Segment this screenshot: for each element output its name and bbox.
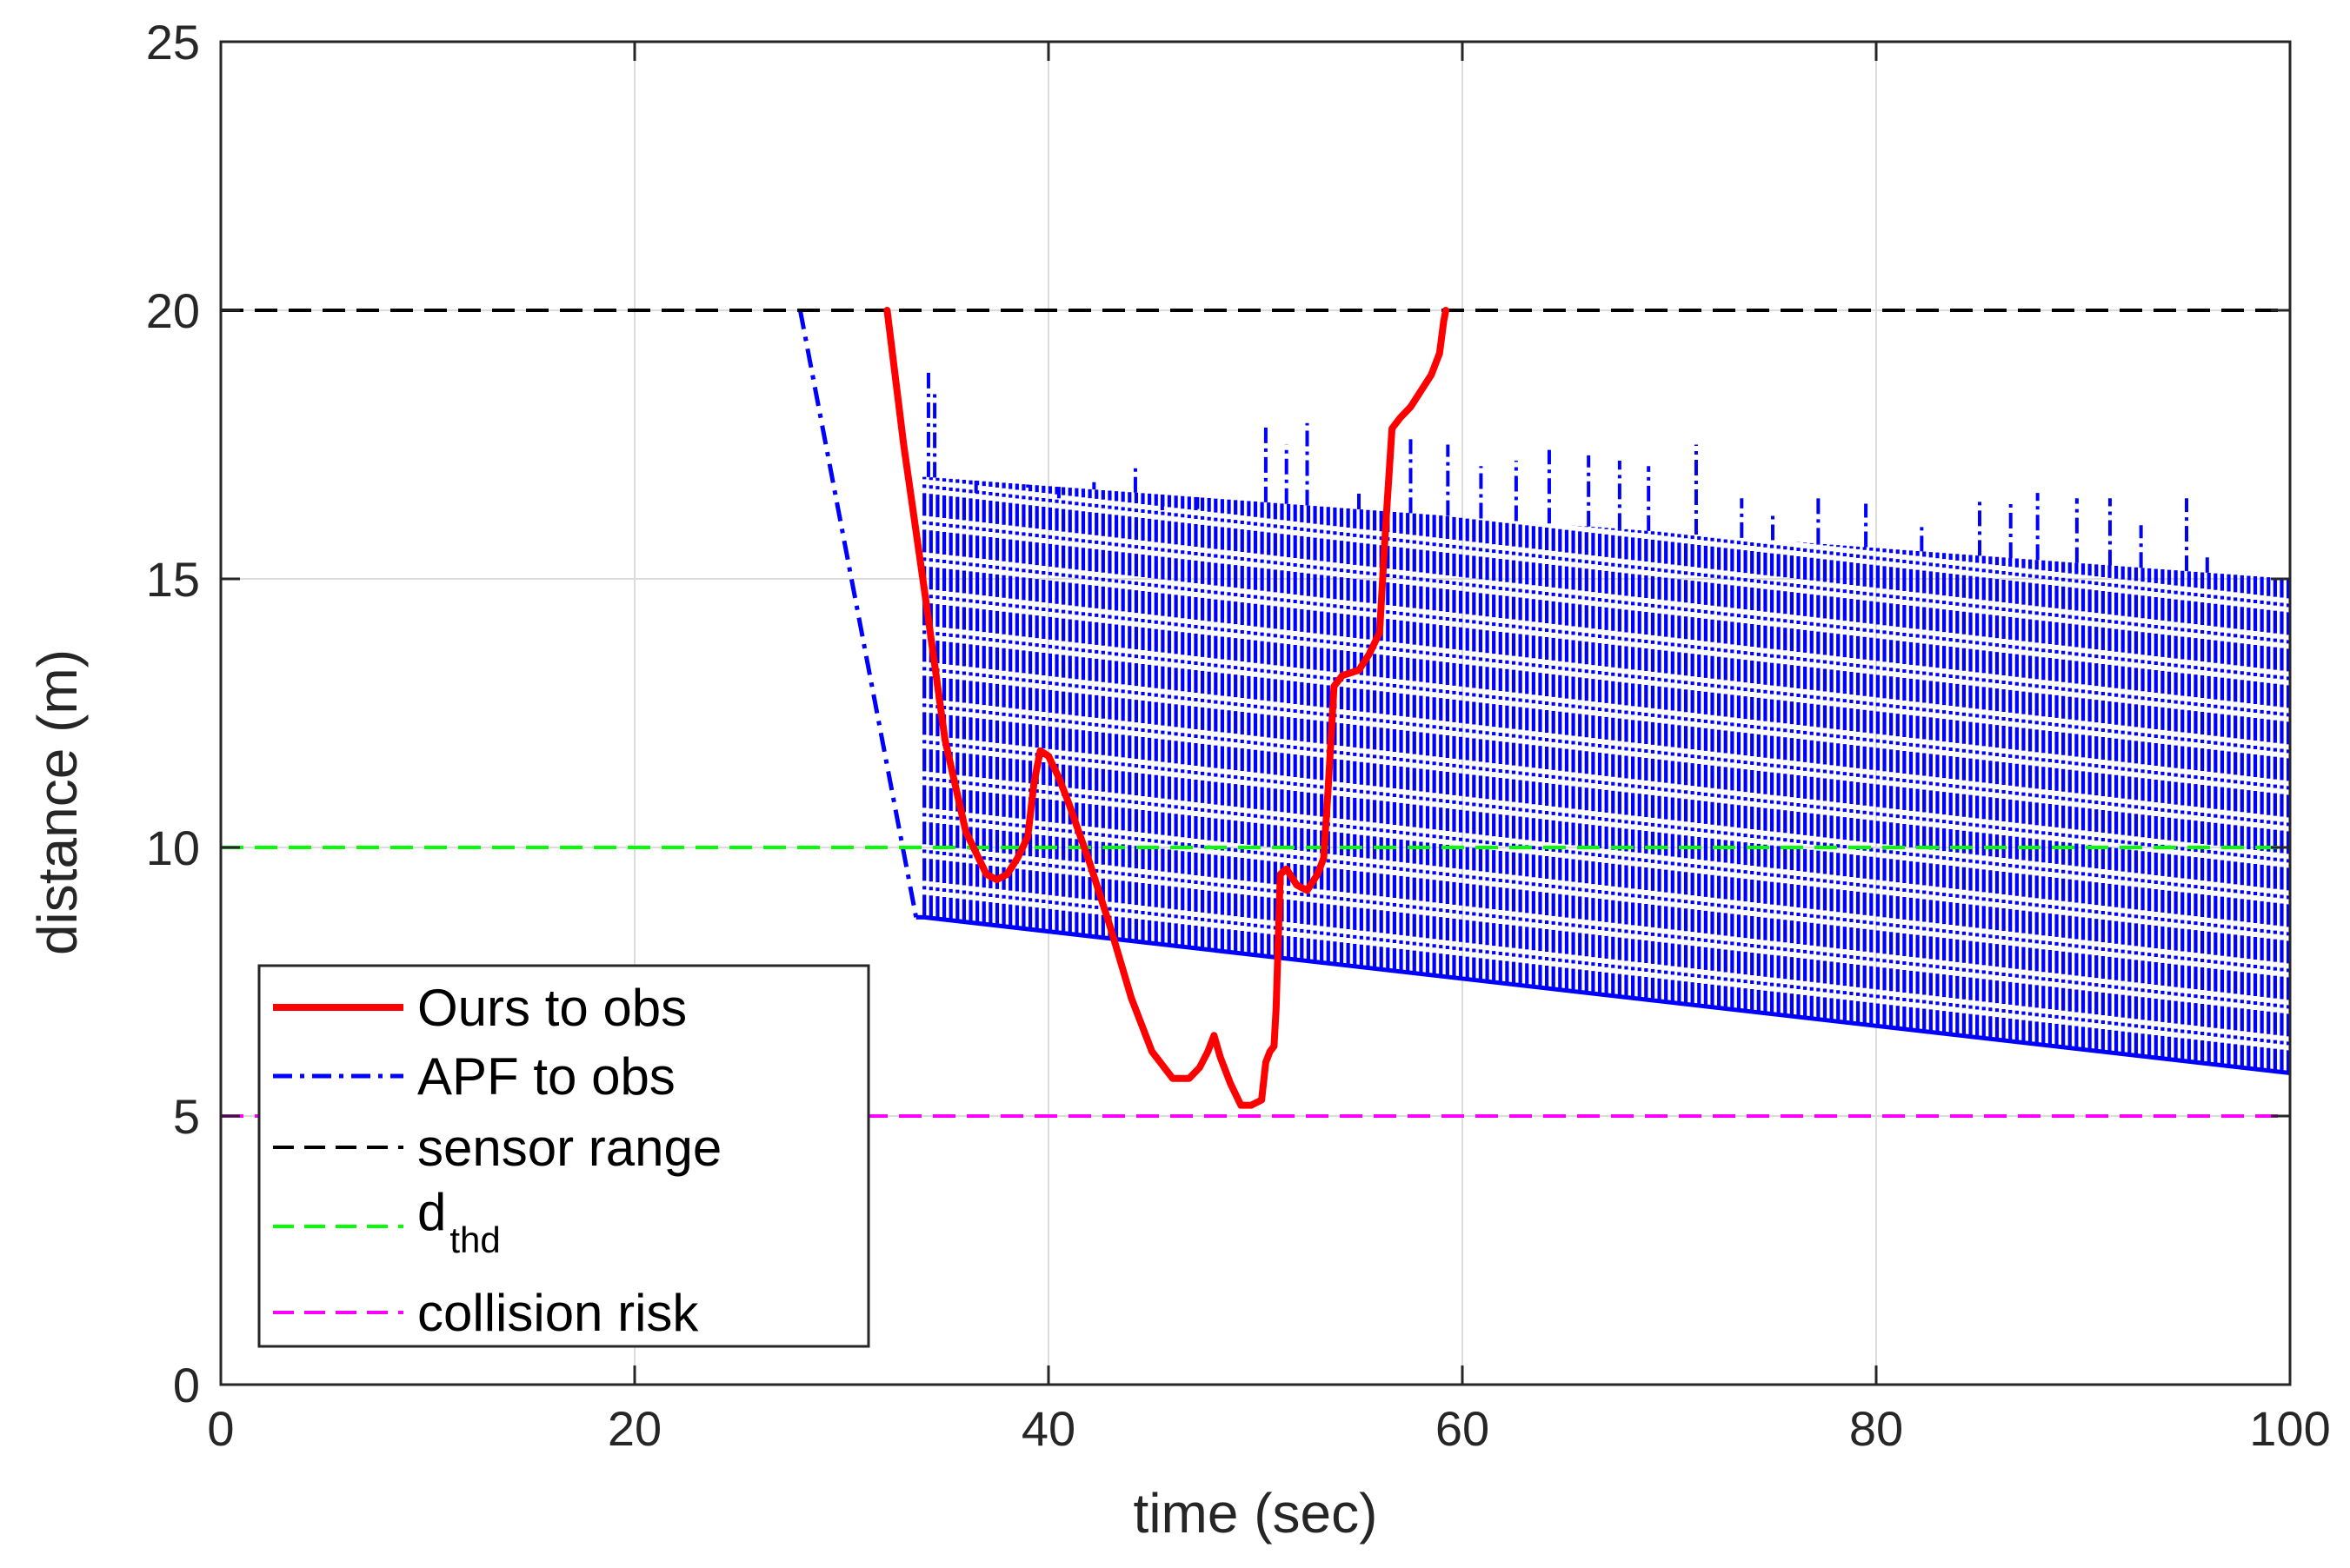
apf-lower-envelope [923,914,2290,1076]
legend-label-apf: APF to obs [417,1047,676,1106]
y-tick-label: 25 [146,15,200,70]
apf-drop-line [797,309,919,918]
axis-ticks: 0 20 40 60 80 100 0 5 10 15 20 25 [146,15,2331,1456]
legend-box [257,964,870,1348]
x-tick-label: 80 [1849,1401,1903,1456]
legend-label-sensor: sensor range [417,1119,722,1177]
ours-line [883,307,1449,1109]
x-axis-label: time (sec) [1134,1482,1378,1545]
legend-label-ours: Ours to obs [417,979,687,1037]
x-tick-label: 40 [1022,1401,1075,1456]
x-tick-label: 0 [207,1401,234,1456]
y-tick-label: 20 [146,283,200,338]
x-tick-label: 20 [608,1401,662,1456]
legend: Ours to obs APF to obs sensor range d th… [257,964,870,1348]
x-tick-label: 100 [2249,1401,2330,1456]
legend-label-dthd: d thd [417,1183,501,1260]
y-tick-label: 10 [146,821,200,875]
x-tick-label: 60 [1435,1401,1489,1456]
legend-label-dthd-main: d [417,1183,446,1241]
y-tick-label: 15 [146,552,200,607]
apf-oscillation-band [797,309,2290,1076]
y-tick-label: 0 [173,1358,200,1412]
plot-frame [219,40,2292,1386]
legend-label-dthd-sub: thd [449,1219,500,1260]
y-tick-label: 5 [173,1089,200,1144]
legend-label-collision: collision risk [417,1284,699,1342]
y-axis-label: distance (m) [26,649,89,955]
